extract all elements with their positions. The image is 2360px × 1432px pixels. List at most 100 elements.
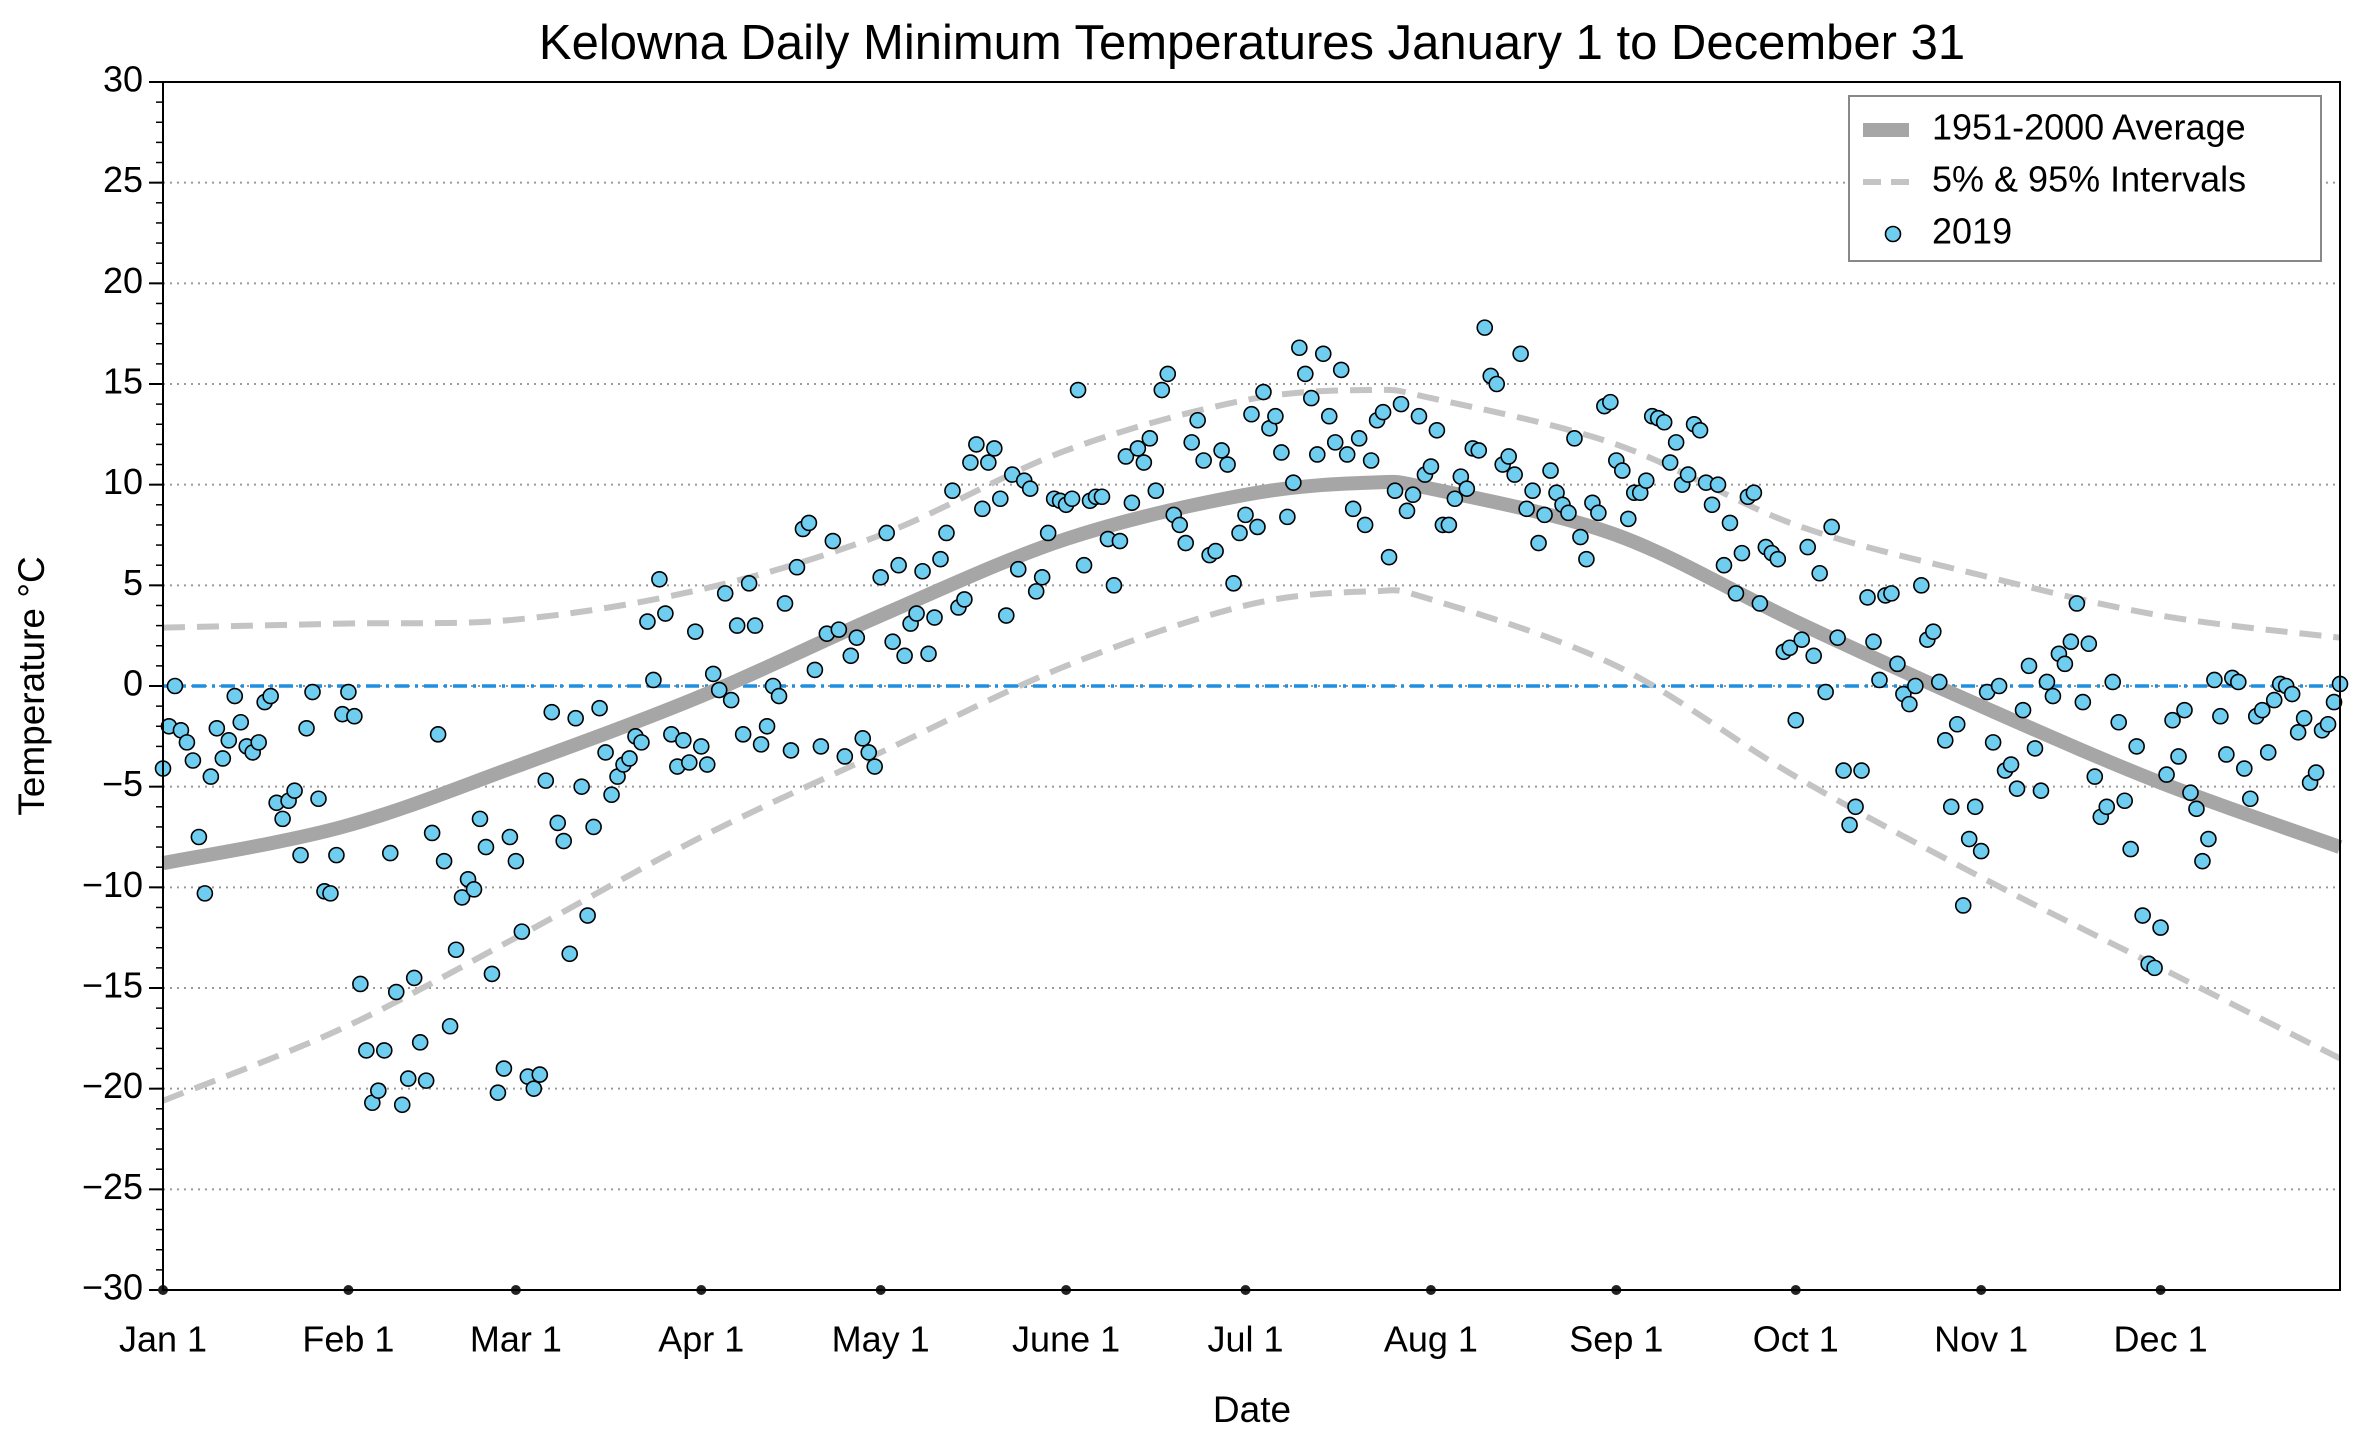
data-point [453, 889, 471, 906]
data-point [477, 838, 495, 856]
data-point [986, 440, 1003, 457]
data-point [1195, 452, 1212, 469]
data-point [704, 665, 722, 683]
data-point [591, 699, 608, 717]
data-point [1135, 454, 1153, 471]
data-point [1069, 381, 1087, 399]
data-point [310, 790, 327, 808]
data-point [262, 687, 279, 705]
data-point [2116, 792, 2133, 810]
data-point [483, 965, 501, 983]
data-point [1506, 466, 1523, 483]
data-point [1841, 816, 1858, 834]
data-point [2319, 715, 2337, 733]
data-point [1159, 365, 1177, 383]
data-point [537, 772, 555, 789]
data-point [1930, 673, 1948, 691]
data-point [1021, 480, 1039, 497]
data-point [2170, 748, 2187, 765]
data-point [1488, 375, 1506, 393]
data-point [1237, 506, 1254, 524]
data-point [579, 907, 596, 924]
data-point [1476, 319, 1494, 336]
data-point [1326, 434, 1344, 451]
data-point [2241, 790, 2259, 808]
data-point [2200, 830, 2217, 848]
data-point [1536, 506, 1553, 524]
data-point [2038, 673, 2056, 691]
data-point [1590, 504, 1607, 522]
data-point [1225, 575, 1242, 592]
data-point [525, 1080, 543, 1097]
data-point [513, 923, 531, 940]
y-axis-label: Temperature °C [11, 556, 52, 816]
data-point [1602, 393, 1619, 411]
data-point [417, 1072, 435, 1089]
y-tick-label: −25 [82, 1166, 143, 1207]
data-point [352, 975, 369, 993]
legend-label: 5% & 95% Intervals [1932, 159, 2246, 200]
data-point [1027, 583, 1045, 600]
data-point [1129, 440, 1147, 457]
data-point [495, 1060, 513, 1077]
data-point [824, 532, 842, 550]
y-tick-label: −20 [82, 1065, 143, 1106]
x-tick-label: Dec 1 [2114, 1319, 2208, 1360]
data-point [1871, 671, 1888, 689]
data-point [286, 782, 303, 799]
y-tick-label: 5 [123, 562, 143, 603]
data-point [1769, 550, 1787, 568]
x-tick-label: Jul 1 [1207, 1319, 1283, 1360]
data-point [208, 719, 226, 737]
data-point [1105, 577, 1123, 594]
data-point [1219, 456, 1236, 473]
data-point [1524, 482, 1541, 500]
data-point [1458, 480, 1476, 497]
data-point [2164, 711, 2181, 729]
y-tick-label: 10 [103, 461, 143, 502]
data-point [980, 454, 997, 471]
data-point [405, 969, 423, 987]
data-point [1207, 542, 1224, 560]
data-point [2158, 766, 2175, 783]
data-point [1320, 407, 1338, 425]
data-point [603, 786, 620, 804]
data-point [555, 832, 573, 850]
data-point [1231, 524, 1248, 542]
y-tick-label: −5 [102, 763, 143, 804]
data-point [830, 621, 848, 638]
x-tick-label: Oct 1 [1753, 1319, 1839, 1360]
data-point [1123, 494, 1141, 512]
data-point [2020, 657, 2038, 675]
data-point [411, 1034, 429, 1051]
data-point [1141, 430, 1159, 447]
data-point [1835, 762, 1852, 779]
data-point [2122, 840, 2139, 858]
data-point [2265, 691, 2283, 709]
x-tick-label: Nov 1 [1934, 1319, 2028, 1360]
data-point [2152, 919, 2169, 936]
data-point [1440, 516, 1458, 534]
data-point [1344, 500, 1362, 518]
data-point [1291, 339, 1308, 357]
data-point [1386, 482, 1404, 500]
data-point [1793, 631, 1811, 648]
data-point [740, 575, 758, 592]
data-point [1984, 734, 2002, 751]
data-point [896, 647, 913, 665]
y-tick-label: 20 [103, 260, 143, 301]
data-point [543, 703, 561, 721]
data-point [1183, 434, 1200, 451]
data-point [1356, 516, 1374, 534]
data-point [1655, 413, 1673, 431]
data-point [2134, 907, 2151, 924]
data-point [1661, 454, 1679, 471]
data-point [1410, 407, 1428, 425]
data-point [1745, 484, 1763, 502]
data-point [926, 609, 943, 626]
data-point [1374, 403, 1392, 421]
data-point [860, 744, 878, 761]
data-point [1338, 446, 1356, 463]
data-point [2283, 685, 2301, 703]
